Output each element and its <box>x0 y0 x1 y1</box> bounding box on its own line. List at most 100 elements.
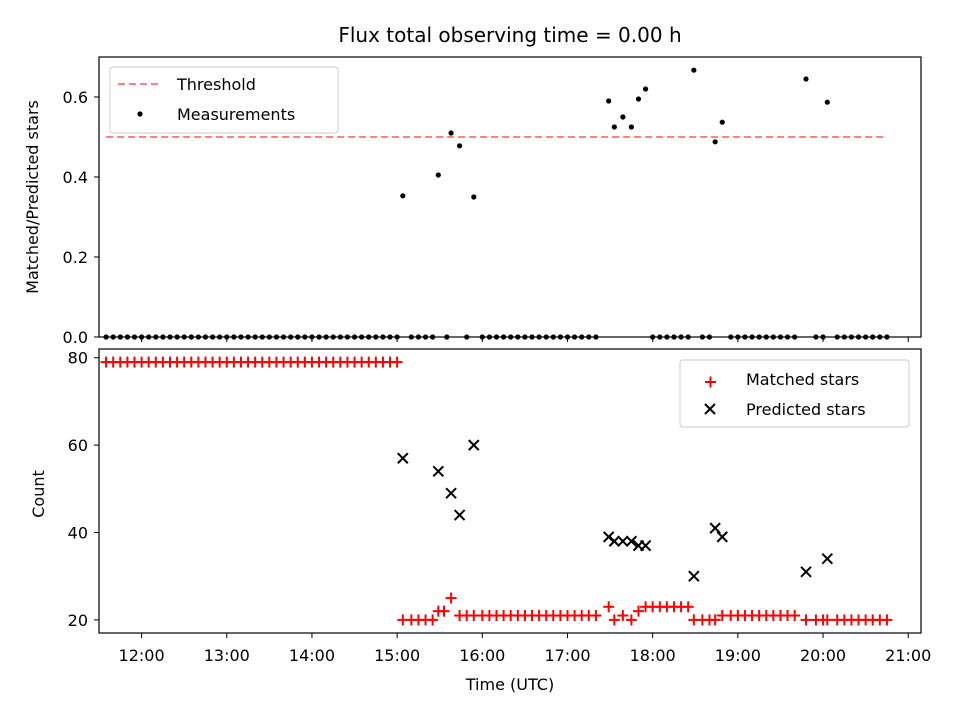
top-y-tick-label: 0.2 <box>63 248 88 267</box>
predicted-x-b <box>453 509 466 521</box>
predicted-star-point <box>688 570 700 582</box>
measurement-point <box>691 67 697 73</box>
matched-star-point <box>391 356 403 368</box>
predicted-x-b <box>800 566 812 578</box>
bottom-x-ticks: 12:00 13:00 14:00 15:00 16:00 17:00 18:00 19:00… <box>119 633 931 665</box>
matched-star-point <box>608 614 620 626</box>
top-legend: Threshold Measurements <box>109 66 339 134</box>
top-y-axis-label: Matched/Predicted stars <box>23 100 42 294</box>
measurement-point <box>824 99 830 105</box>
predicted-x-b <box>617 535 629 547</box>
matched-star-point <box>682 601 694 613</box>
predicted-star-point <box>453 509 466 521</box>
top-panel: 0.0 0.2 0.4 0.6 Matched/Predicted stars Thr… <box>23 56 922 347</box>
x-tick-label: 16:00 <box>459 646 505 665</box>
predicted-star-point <box>445 487 457 499</box>
measurement-point <box>471 194 477 200</box>
bottom-plot-marks <box>100 356 893 626</box>
top-y-tick-label: 0.4 <box>63 168 88 187</box>
predicted-x-b <box>397 452 409 464</box>
x-tick-label: 13:00 <box>204 646 250 665</box>
predicted-star-point <box>608 535 621 547</box>
predicted-x-b <box>821 553 834 565</box>
bottom-y-tick-label: 40 <box>68 524 88 543</box>
predicted-star-point <box>716 531 728 543</box>
predicted-star-point <box>639 539 652 552</box>
x-tick-label: 21:00 <box>885 646 931 665</box>
matched-star-point <box>590 610 602 622</box>
x-axis-label: Time (UTC) <box>465 675 554 694</box>
predicted-x-b <box>688 570 700 582</box>
predicted-star-point <box>625 535 638 547</box>
measurement-point <box>457 143 463 149</box>
matched-star-point <box>438 605 450 617</box>
measurement-point <box>719 119 725 125</box>
predicted-x-b <box>716 531 728 543</box>
measurement-point <box>435 172 441 178</box>
matched-star-point <box>445 592 457 604</box>
x-tick-label: 14:00 <box>289 646 335 665</box>
top-y-tick-label: 0.0 <box>63 328 88 347</box>
measurement-point <box>635 96 642 102</box>
bottom-legend-box <box>679 359 910 428</box>
x-tick-label: 19:00 <box>715 646 761 665</box>
matched-star-point <box>881 614 893 626</box>
top-x-ticks <box>141 337 909 342</box>
legend-measurements-swatch <box>137 111 143 117</box>
matched-star-point <box>617 610 629 622</box>
predicted-x-b <box>602 531 615 543</box>
bottom-axes-frame <box>98 348 922 634</box>
matched-star-point <box>789 610 801 622</box>
x-tick-label: 15:00 <box>374 646 420 665</box>
predicted-x-b <box>639 539 652 552</box>
predicted-star-point <box>397 452 409 464</box>
predicted-x-b <box>445 487 457 499</box>
measurement-point <box>606 98 612 104</box>
legend-predicted-label: Predicted stars <box>746 400 866 419</box>
predicted-x-b <box>709 522 721 534</box>
matched-star-point <box>632 605 644 617</box>
measurement-point <box>803 76 809 82</box>
predicted-star-point <box>432 465 445 478</box>
matched-star-point <box>800 614 812 626</box>
predicted-x-b <box>608 535 621 547</box>
chart-title: Flux total observing time = 0.00 h <box>338 23 681 47</box>
predicted-x-b <box>625 535 638 547</box>
bottom-legend: Matched stars Predicted stars <box>679 359 910 428</box>
predicted-x-b <box>432 465 445 478</box>
predicted-star-point <box>821 553 834 565</box>
predicted-star-point <box>617 535 629 547</box>
predicted-star-point <box>468 439 480 451</box>
bottom-y-ticks: 20 40 60 80 <box>68 349 99 630</box>
x-tick-label: 18:00 <box>630 646 676 665</box>
matched-star-point <box>625 614 637 626</box>
legend-threshold-label: Threshold <box>176 75 256 94</box>
measurement-point <box>628 124 634 130</box>
x-tick-label: 20:00 <box>800 646 846 665</box>
legend-measurements-label: Measurements <box>177 105 295 124</box>
bottom-y-tick-label: 20 <box>68 611 88 630</box>
predicted-star-point <box>709 522 721 534</box>
legend-predicted-swatch <box>704 403 716 415</box>
measurement-point <box>448 130 454 136</box>
legend-matched-swatch <box>705 376 716 388</box>
measurement-point <box>712 139 718 145</box>
bottom-y-axis-label: Count <box>29 470 48 518</box>
measurement-point <box>620 114 626 120</box>
top-y-ticks: 0.0 0.2 0.4 0.6 <box>63 88 99 347</box>
matched-star-point <box>603 601 615 613</box>
predicted-x-b <box>468 439 480 451</box>
bottom-y-tick-label: 80 <box>68 349 88 368</box>
top-legend-box <box>109 66 339 134</box>
matched-star-point <box>821 614 833 626</box>
x-tick-label: 12:00 <box>119 646 165 665</box>
matched-star-point <box>427 614 439 626</box>
predicted-star-point <box>800 566 812 578</box>
measurement-point <box>611 124 617 130</box>
matched-star-point <box>709 614 721 626</box>
measurement-point <box>642 86 649 92</box>
measurement-point <box>400 193 406 199</box>
x-tick-label: 17:00 <box>544 646 590 665</box>
